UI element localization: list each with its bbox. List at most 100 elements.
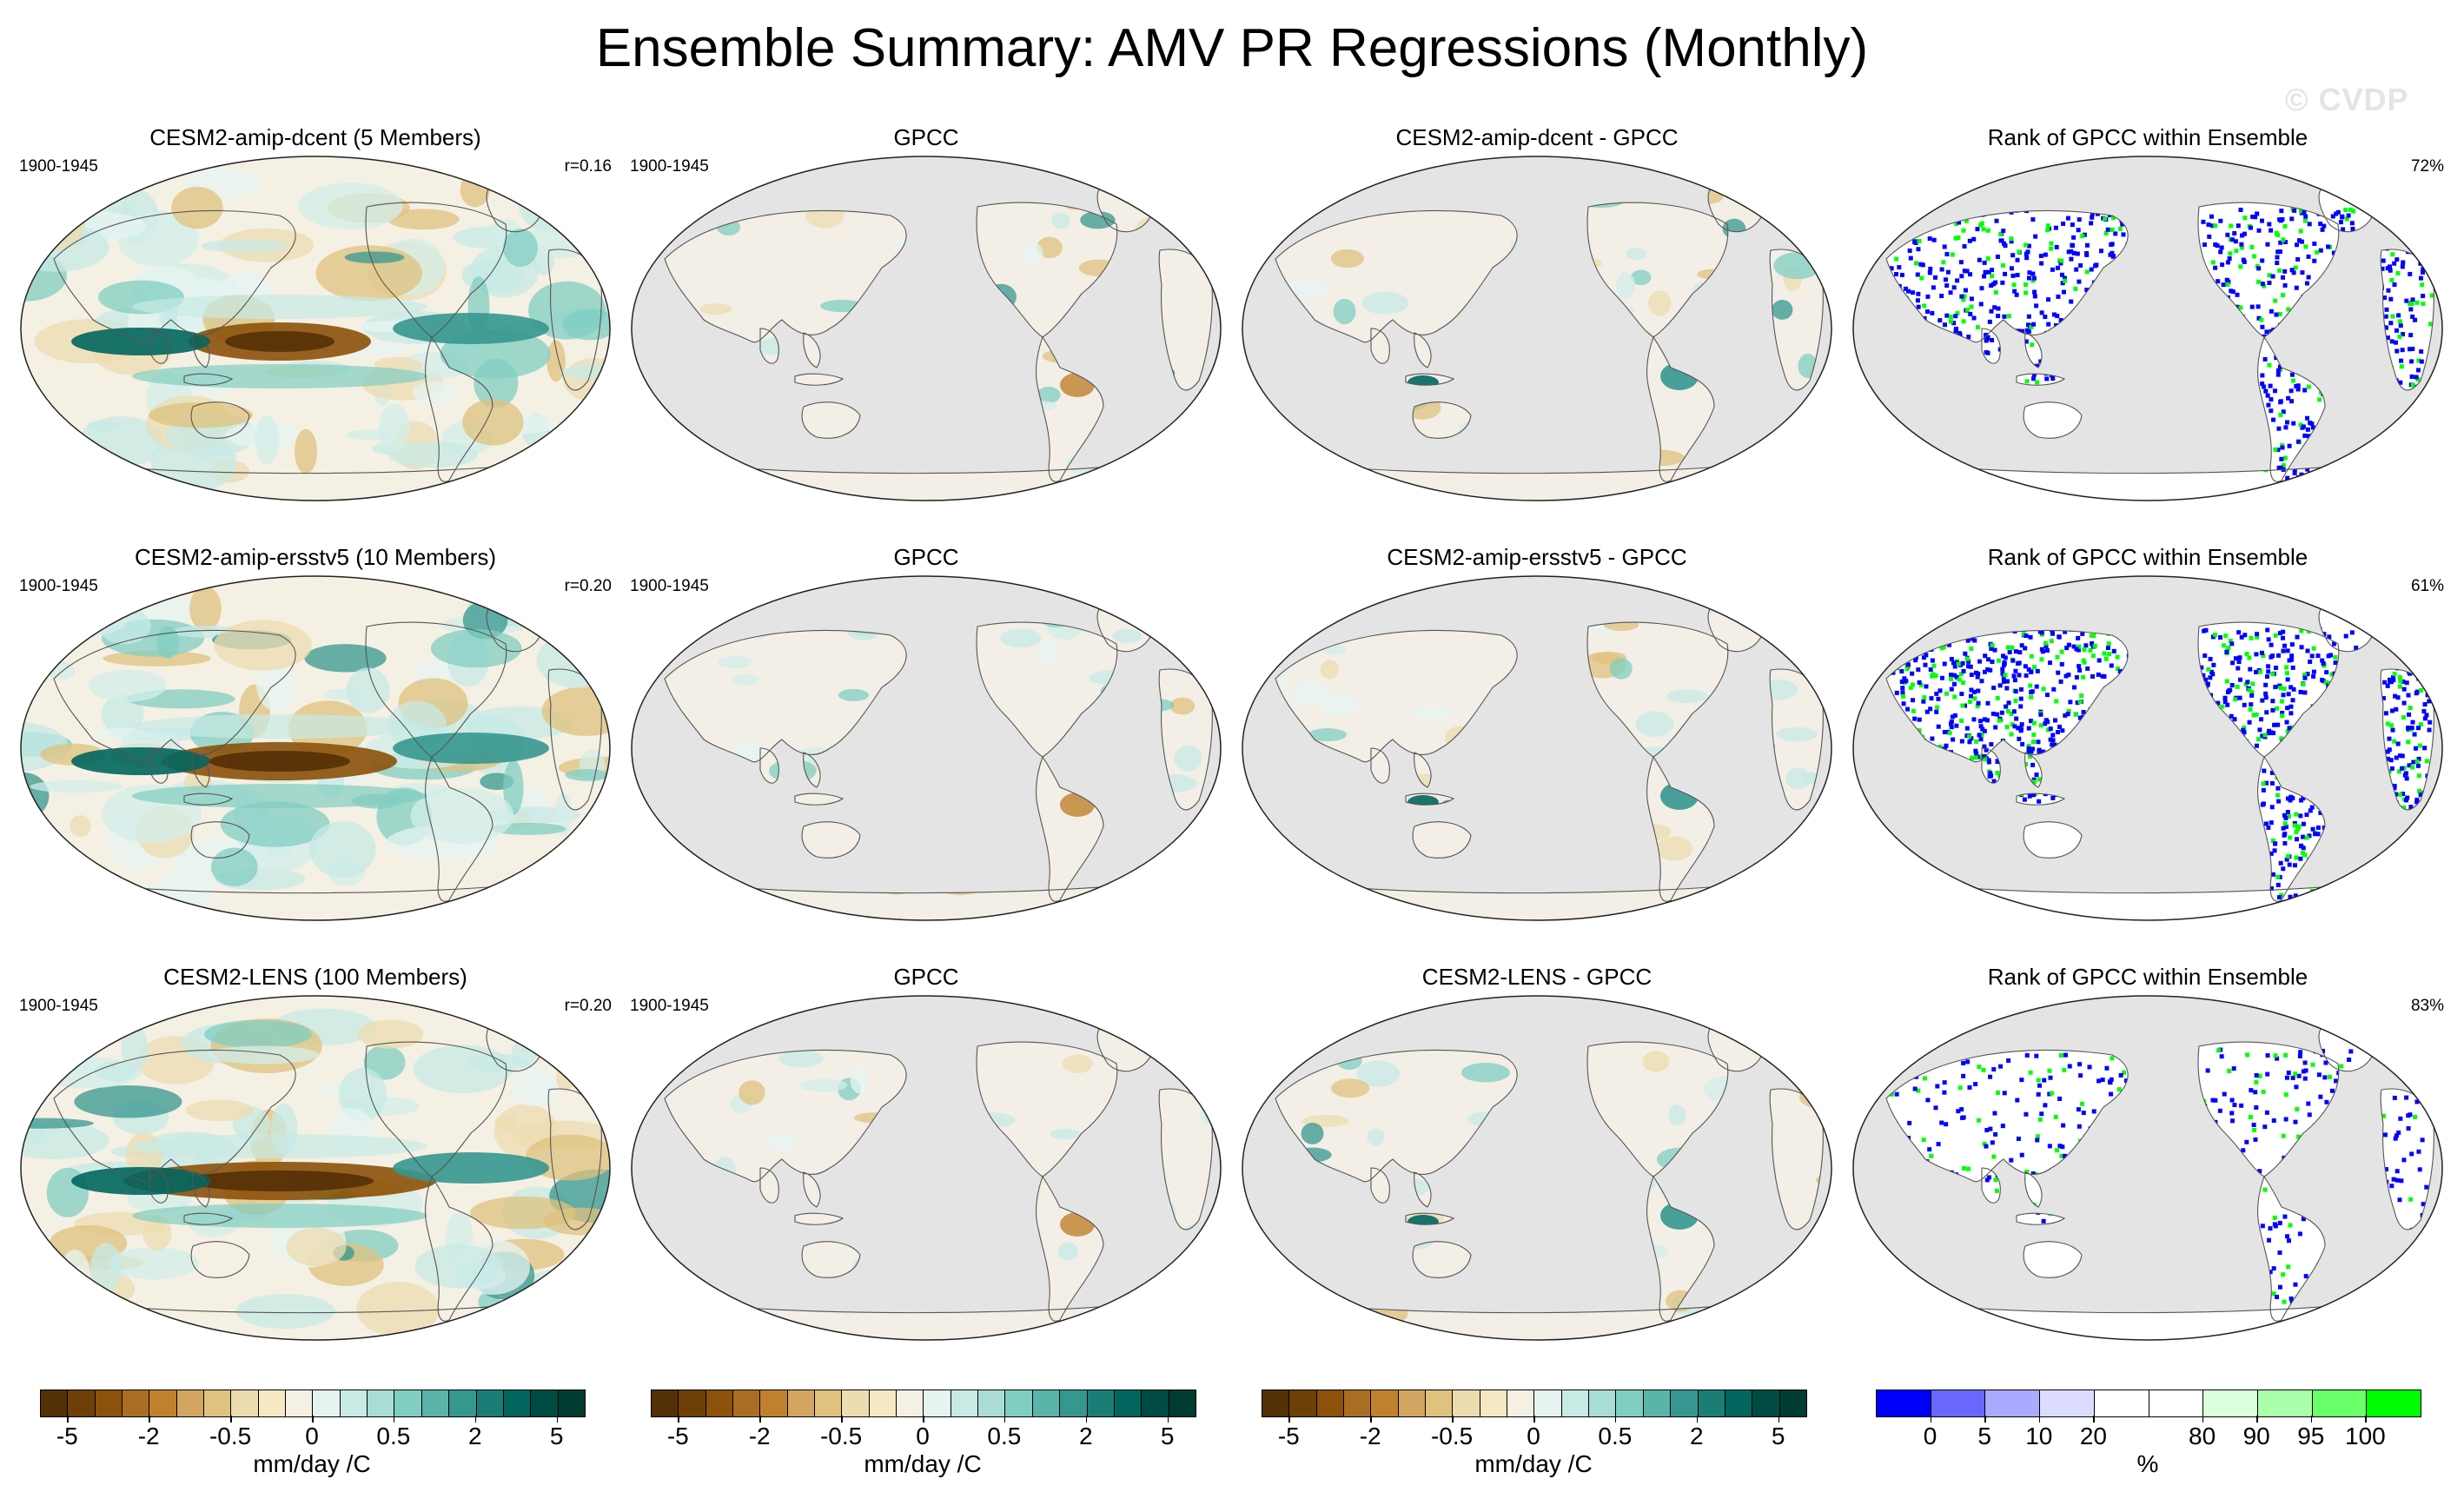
gpcc-map xyxy=(631,995,1222,1341)
difference-map xyxy=(1242,156,1832,501)
colorbar-swatch xyxy=(678,1390,705,1416)
colorbar-swatch xyxy=(94,1390,123,1416)
colorbar-tick-mark xyxy=(393,1416,395,1423)
colorbar-tick-mark xyxy=(678,1416,679,1423)
colorbar-swatch xyxy=(1697,1390,1725,1416)
colorbar-tick-mark xyxy=(312,1416,314,1423)
colorbar-tick-label: 2 xyxy=(1079,1423,1093,1449)
regression-colorbar xyxy=(651,1390,1196,1417)
colorbar-swatch xyxy=(530,1390,558,1416)
colorbar-unit: % xyxy=(2136,1450,2159,1477)
colorbar-swatch xyxy=(841,1390,869,1416)
colorbar-swatch xyxy=(1588,1390,1616,1416)
colorbar-swatch xyxy=(502,1390,531,1416)
colorbar-tick-label: 5 xyxy=(549,1423,564,1449)
colorbar-swatch xyxy=(950,1390,978,1416)
panel-title-obs: GPCC xyxy=(893,964,959,990)
panel-title-rank: Rank of GPCC within Ensemble xyxy=(1987,964,2308,990)
panel-title-rank: Rank of GPCC within Ensemble xyxy=(1987,124,2308,150)
regression-colorbar xyxy=(40,1390,586,1417)
colorbar-swatch xyxy=(1670,1390,1698,1416)
colorbar-tick-label: -0.5 xyxy=(1430,1423,1474,1449)
colorbar-swatch xyxy=(67,1390,95,1416)
colorbar-swatch xyxy=(1288,1390,1316,1416)
colorbar-swatch xyxy=(1984,1390,2040,1416)
colorbar-tick-label: -0.5 xyxy=(819,1423,863,1449)
colorbar-tick-label: 95 xyxy=(2297,1423,2325,1449)
colorbar-unit: mm/day /C xyxy=(1474,1450,1593,1477)
colorbar-unit: mm/day /C xyxy=(253,1450,371,1477)
colorbar-tick-mark xyxy=(1614,1416,1617,1423)
panel-title-model: CESM2-LENS (100 Members) xyxy=(163,964,467,990)
colorbar-tick-label: 0 xyxy=(1923,1423,1937,1449)
panel-title-rank: Rank of GPCC within Ensemble xyxy=(1987,544,2308,570)
colorbar-tick-mark xyxy=(67,1416,69,1423)
colorbar-swatch xyxy=(448,1390,476,1416)
panel-title-model: CESM2-amip-dcent (5 Members) xyxy=(149,124,481,150)
colorbar-tick-label: 2 xyxy=(1690,1423,1704,1449)
colorbar-tick-mark xyxy=(1288,1416,1290,1423)
panel-title-obs: GPCC xyxy=(893,544,959,570)
difference-map xyxy=(1242,575,1832,921)
colorbar-tick-label: 0.5 xyxy=(987,1423,1022,1449)
colorbar-tick-mark xyxy=(1696,1416,1699,1423)
colorbar-tick-mark xyxy=(2365,1416,2367,1423)
colorbar-swatch xyxy=(759,1390,787,1416)
colorbar-tick-mark xyxy=(1778,1416,1780,1423)
pattern-correlation: r=0.20 xyxy=(564,997,612,1015)
colorbar-tick-mark xyxy=(841,1416,843,1423)
colorbar-swatch xyxy=(1425,1390,1453,1416)
colorbar-tick-mark xyxy=(1984,1416,1986,1423)
colorbar-tick-label: -2 xyxy=(137,1423,160,1449)
colorbar-unit: mm/day /C xyxy=(864,1450,982,1477)
colorbar-swatch xyxy=(1113,1390,1142,1416)
rank-map xyxy=(1852,156,2443,501)
panel-title-diff: CESM2-LENS - GPCC xyxy=(1421,964,1653,990)
obs-period-label: 1900-1945 xyxy=(630,577,709,595)
colorbar-swatch xyxy=(2148,1390,2203,1416)
model-map xyxy=(20,156,611,501)
colorbar-swatch xyxy=(1533,1390,1561,1416)
rank-percent: 61% xyxy=(2410,577,2444,595)
colorbar-swatch xyxy=(2039,1390,2094,1416)
colorbar-tick-label: -5 xyxy=(666,1423,689,1449)
colorbar-swatch xyxy=(1262,1390,1289,1416)
colorbar-swatch xyxy=(1778,1390,1806,1416)
colorbar-swatch xyxy=(896,1390,924,1416)
colorbar-tick-mark xyxy=(2093,1416,2095,1423)
figure-title: Ensemble Summary: AMV PR Regressions (Mo… xyxy=(595,18,1869,78)
colorbar-swatch xyxy=(230,1390,258,1416)
colorbar-swatch xyxy=(2202,1390,2257,1416)
difference-map xyxy=(1242,995,1832,1341)
colorbar-tick-mark xyxy=(759,1416,761,1423)
colorbar-swatch xyxy=(977,1390,1005,1416)
colorbar-swatch xyxy=(2366,1390,2421,1416)
colorbar-swatch xyxy=(557,1390,585,1416)
colorbar-tick-mark xyxy=(149,1416,150,1423)
colorbar-tick-mark xyxy=(1003,1416,1006,1423)
colorbar-tick-label: -5 xyxy=(1277,1423,1300,1449)
regression-colorbar xyxy=(1262,1390,1807,1417)
rank-percent: 83% xyxy=(2410,997,2444,1015)
colorbar-tick-label: 0.5 xyxy=(376,1423,411,1449)
colorbar-swatch xyxy=(149,1390,176,1416)
colorbar-swatch xyxy=(1004,1390,1032,1416)
colorbar-tick-mark xyxy=(2038,1416,2041,1423)
colorbar-tick-label: 5 xyxy=(1977,1423,1991,1449)
colorbar-swatch xyxy=(1315,1390,1344,1416)
colorbar-tick-label: 0.5 xyxy=(1598,1423,1633,1449)
pattern-correlation: r=0.20 xyxy=(564,577,612,595)
colorbar-tick-mark xyxy=(474,1416,477,1423)
colorbar-swatch xyxy=(2093,1390,2149,1416)
colorbar-swatch xyxy=(868,1390,897,1416)
colorbar-tick-label: -0.5 xyxy=(209,1423,252,1449)
cvdp-watermark: © CVDP xyxy=(2285,82,2409,117)
colorbar-tick-label: 5 xyxy=(1771,1423,1785,1449)
colorbar-tick-label: 80 xyxy=(2189,1423,2216,1449)
colorbar-swatch xyxy=(1930,1390,1985,1416)
colorbar-tick-label: 90 xyxy=(2242,1423,2270,1449)
colorbar-swatch xyxy=(394,1390,421,1416)
panel-title-obs: GPCC xyxy=(893,124,959,150)
colorbar-tick-label: 0 xyxy=(1527,1423,1540,1449)
rank-percent: 72% xyxy=(2410,157,2444,176)
